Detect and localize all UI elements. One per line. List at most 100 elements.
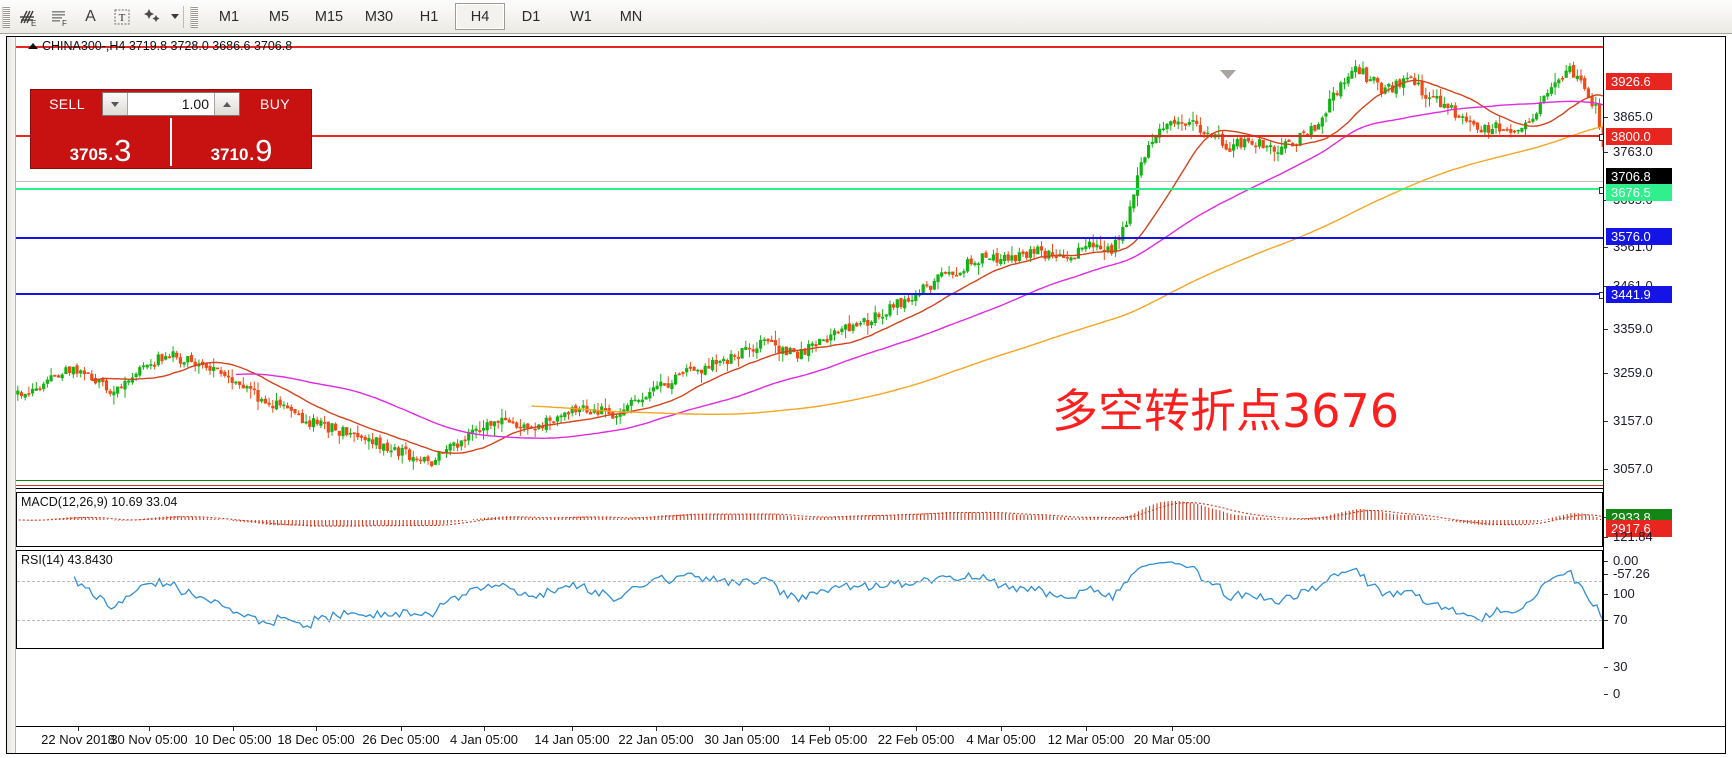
- time-label-9: 14 Feb 05:00: [790, 732, 868, 747]
- text-label-icon[interactable]: A: [85, 7, 96, 25]
- time-label-11: 4 Mar 05:00: [966, 732, 1036, 747]
- sell-button[interactable]: 3705 . 3: [31, 118, 170, 166]
- level-line-3676[interactable]: [16, 187, 1603, 194]
- indicators-icon[interactable]: E: [13, 2, 44, 31]
- sell-price-decimal: 3: [114, 132, 132, 168]
- macd-panel[interactable]: MACD(12,26,9) 10.69 33.04: [16, 492, 1603, 547]
- volume-increase-button[interactable]: [214, 93, 239, 115]
- price-tick-3057.0: 3057.0: [1604, 461, 1653, 476]
- chart-annotation-text: 多空转折点3676: [1052, 384, 1400, 438]
- rsi-oversold-line: [17, 620, 1602, 621]
- price-tag-3441.9[interactable]: 3441.9: [1606, 286, 1672, 303]
- panel-boundary-line: [16, 480, 1603, 481]
- time-label-6: 14 Jan 05:00: [534, 732, 610, 747]
- buy-label[interactable]: BUY: [260, 96, 290, 112]
- rsi-panel[interactable]: RSI(14) 43.8430: [16, 550, 1603, 649]
- volume-stepper[interactable]: 1.00: [102, 92, 240, 116]
- text-object-icon[interactable]: T: [106, 2, 137, 31]
- time-tick-12: [1086, 727, 1087, 731]
- volume-input[interactable]: 1.00: [181, 96, 209, 112]
- level-line-3441[interactable]: [16, 292, 1603, 299]
- current-price-gridline: [16, 181, 1603, 182]
- time-tick-2: [233, 727, 234, 731]
- time-label-8: 30 Jan 05:00: [704, 732, 780, 747]
- chevron-down-icon: [111, 101, 119, 107]
- time-label-12: 12 Mar 05:00: [1047, 732, 1125, 747]
- chart-vertical-scrollbar[interactable]: [7, 37, 16, 753]
- timeframe-w1[interactable]: W1: [570, 8, 592, 25]
- time-label-10: 22 Feb 05:00: [877, 732, 955, 747]
- timeframe-m5[interactable]: M5: [268, 8, 290, 25]
- one-click-trading-panel[interactable]: SELL 1.00 BUY 3705 . 3 3710 . 9: [30, 89, 312, 169]
- time-tick-8: [742, 727, 743, 731]
- price-tag-3676.5[interactable]: 3676.5: [1606, 184, 1672, 201]
- symbol-header-text: CHINA300-,H4 3719.8 3728.0 3686.6 3706.8: [42, 39, 293, 53]
- toolbar-drag-handle[interactable]: [2, 5, 10, 28]
- timeframe-m1[interactable]: M1: [218, 8, 240, 25]
- price-tag-3800.0[interactable]: 3800.0: [1606, 128, 1672, 145]
- volume-decrease-button[interactable]: [103, 93, 128, 115]
- timeframe-h4[interactable]: H4: [455, 3, 505, 30]
- price-axis[interactable]: 3865.03763.03665.03561.03461.03359.03259…: [1603, 37, 1725, 701]
- sell-label[interactable]: SELL: [49, 96, 85, 112]
- timeframe-mn[interactable]: MN: [619, 8, 643, 25]
- time-tick-11: [1001, 727, 1002, 731]
- time-label-2: 10 Dec 05:00: [194, 732, 272, 747]
- price-tag-2917.6[interactable]: 2917.6: [1606, 520, 1672, 537]
- templates-icon[interactable]: [137, 2, 168, 31]
- main-toolbar: E F A T M1 M5 M15 M30 H1 H4 D1 W1 MN: [0, 0, 1732, 34]
- time-tick-7: [656, 727, 657, 731]
- buy-button[interactable]: 3710 . 9: [170, 118, 311, 166]
- rsi-overbought-line: [17, 581, 1602, 582]
- time-axis[interactable]: 22 Nov 2018 30 Nov 05:00 10 Dec 05:00 18 De…: [16, 726, 1725, 753]
- time-tick-3: [316, 727, 317, 731]
- price-panel[interactable]: CHINA300-,H4 3719.8 3728.0 3686.6 3706.8…: [16, 37, 1603, 489]
- svg-text:T: T: [118, 12, 125, 24]
- time-tick-0: [78, 727, 79, 731]
- buy-price-separator: .: [249, 145, 255, 164]
- collapse-triangle-icon[interactable]: [28, 43, 38, 49]
- timeframe-h1[interactable]: H1: [419, 8, 439, 25]
- templates-dropdown-arrow[interactable]: [171, 14, 179, 19]
- svg-text:E: E: [31, 19, 36, 28]
- rsi-series: [73, 561, 1602, 629]
- symbol-header: CHINA300-,H4 3719.8 3728.0 3686.6 3706.8: [28, 39, 292, 53]
- timeframe-d1[interactable]: D1: [521, 8, 541, 25]
- buy-price-integer: 3710: [210, 145, 249, 164]
- price-tick-3157.0: 3157.0: [1604, 413, 1653, 428]
- price-tick-3763.0: 3763.0: [1604, 144, 1653, 159]
- macd-label: MACD(12,26,9) 10.69 33.04: [21, 495, 178, 509]
- time-label-13: 20 Mar 05:00: [1133, 732, 1211, 747]
- level-line-3926[interactable]: [16, 46, 1603, 48]
- time-label-0: 22 Nov 2018: [41, 732, 115, 747]
- level-line-3576[interactable]: [16, 237, 1603, 239]
- macd-tick-121.84: 121.84: [1604, 529, 1653, 544]
- objects-list-icon[interactable]: F: [44, 2, 75, 31]
- rsi-tick-30: 30: [1604, 659, 1627, 674]
- sell-price-integer: 3705: [69, 145, 108, 164]
- rsi-label: RSI(14) 43.8430: [21, 553, 113, 567]
- level-line-3800[interactable]: [16, 134, 1603, 141]
- timeframe-m30[interactable]: M30: [364, 8, 394, 25]
- time-label-3: 18 Dec 05:00: [277, 732, 355, 747]
- timeframe-bar: M1 M5 M15 M30 H1 H4 D1 W1 MN: [204, 3, 656, 30]
- chevron-up-icon: [223, 101, 231, 107]
- price-tag-3576.0[interactable]: 3576.0: [1606, 228, 1672, 245]
- rsi-tick-100: 100: [1604, 586, 1635, 601]
- timeframe-drag-handle[interactable]: [190, 5, 198, 28]
- chart-window: CHINA300-,H4 3719.8 3728.0 3686.6 3706.8…: [6, 36, 1726, 754]
- time-tick-13: [1172, 727, 1173, 731]
- price-tag-3926.6[interactable]: 3926.6: [1606, 73, 1672, 90]
- rsi-tick-70: 70: [1604, 612, 1627, 627]
- timeframe-m15[interactable]: M15: [314, 8, 344, 25]
- price-tick-3259.0: 3259.0: [1604, 365, 1653, 380]
- price-tag-3706.8[interactable]: 3706.8: [1606, 168, 1672, 185]
- time-label-1: 30 Nov 05:00: [110, 732, 188, 747]
- sell-price-separator: .: [108, 145, 114, 164]
- macd-tick--57.26: -57.26: [1604, 566, 1650, 581]
- oct-controls-row: SELL 1.00 BUY: [31, 90, 311, 118]
- buy-price-decimal: 9: [255, 132, 273, 168]
- time-label-7: 22 Jan 05:00: [618, 732, 694, 747]
- panel-boundary-line: [16, 485, 1603, 486]
- oct-price-row: 3705 . 3 3710 . 9: [31, 118, 311, 166]
